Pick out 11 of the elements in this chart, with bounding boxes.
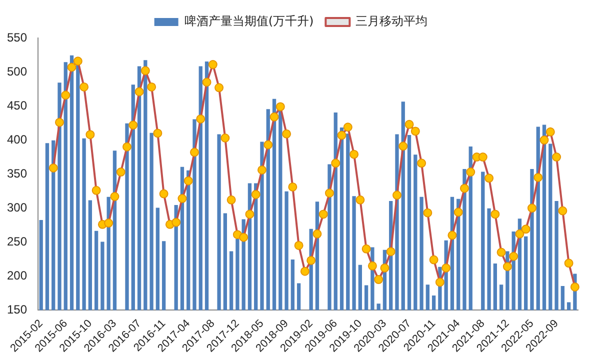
y-tick-label: 400 <box>6 132 28 146</box>
y-tick-label: 350 <box>6 166 28 180</box>
legend-label: 啤酒产量当期值(万千升) <box>184 14 314 28</box>
y-tick-label: 150 <box>6 302 28 316</box>
y-tick-label: 450 <box>6 98 28 112</box>
y-tick-label: 200 <box>6 268 28 282</box>
legend-label: 三月移动平均 <box>356 14 428 28</box>
y-tick-label: 300 <box>6 200 28 214</box>
y-tick-label: 550 <box>6 30 28 44</box>
y-tick-label: 250 <box>6 234 28 248</box>
y-tick-label: 500 <box>6 64 28 78</box>
